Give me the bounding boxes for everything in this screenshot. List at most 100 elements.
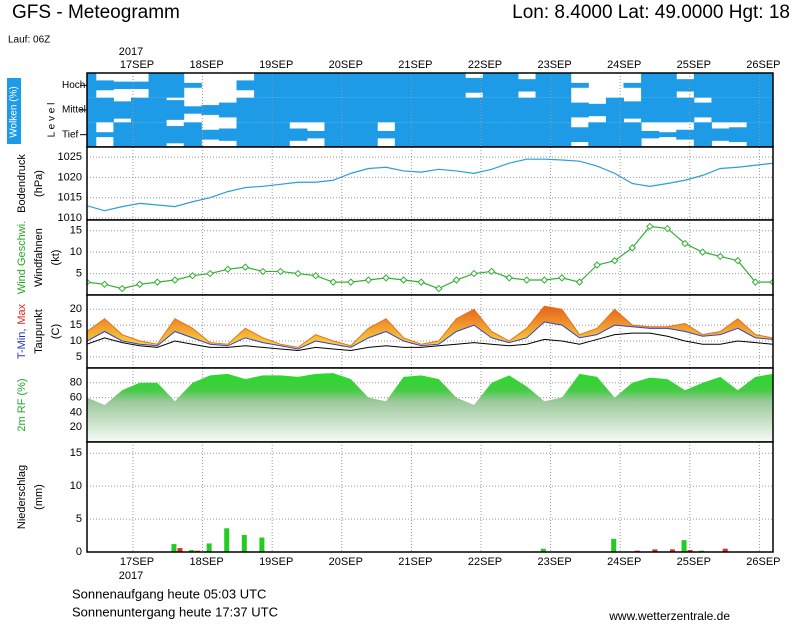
plot <box>87 147 773 220</box>
cloud-cell <box>588 122 607 147</box>
rh-area <box>87 373 773 442</box>
cloud-cell <box>465 77 484 93</box>
marker <box>716 252 724 261</box>
x-tick-label-top: 17SEP <box>120 59 154 71</box>
cloud-cell <box>729 127 748 143</box>
marker <box>399 276 408 284</box>
sunrise: Sonnenaufgang heute 05:03 UTC <box>72 586 266 601</box>
x-tick-label-bottom: 25SEP <box>677 556 711 568</box>
cloud-cell <box>342 97 361 123</box>
series-line <box>87 158 773 212</box>
marker <box>558 274 566 282</box>
ylabel: Wolken (%) <box>9 86 20 138</box>
y-tick-label: 1010 <box>58 212 82 224</box>
cloud-cell <box>271 97 290 123</box>
ylabel-part: Wind Geschwi. <box>16 221 28 294</box>
cloud-cell <box>430 97 449 123</box>
marker <box>470 269 478 278</box>
marker <box>610 257 619 265</box>
y-tick-label: 10 <box>70 480 82 492</box>
x-tick-label-top: 26SEP <box>746 59 780 71</box>
cloud-cell <box>588 103 607 117</box>
cloud-cell <box>359 97 378 123</box>
marker <box>224 265 232 273</box>
series-line <box>87 321 773 350</box>
marker <box>188 272 197 280</box>
cloud-cell <box>676 97 695 123</box>
cloud-cell <box>148 73 167 98</box>
cloud-cell <box>553 73 572 98</box>
cloud-cell <box>236 97 255 123</box>
marker <box>698 248 707 256</box>
cloud-cell <box>570 127 589 143</box>
cloud-cell <box>693 102 712 118</box>
ylabel: (mm) <box>33 484 45 510</box>
cloud-cell <box>377 130 396 139</box>
cloud-cell <box>324 73 343 98</box>
ylabel-part: Taupunkt <box>33 309 45 354</box>
x-tick-label-bottom: 23SEP <box>537 556 571 568</box>
plot <box>87 442 773 552</box>
y-tick-label: 15 <box>70 319 82 331</box>
title: GFS - Meteogramm <box>12 2 180 23</box>
year-top: 2017 <box>119 46 143 58</box>
cloud-cell <box>465 122 484 147</box>
cloud-cell <box>605 97 624 123</box>
panel-bg <box>87 220 773 295</box>
marker <box>663 224 672 233</box>
cloud-cell <box>412 73 431 98</box>
year-bottom: 2017 <box>119 570 143 582</box>
cloud-cell <box>254 122 273 147</box>
cloud-cell <box>412 122 431 147</box>
cloud-cell <box>623 101 642 119</box>
cloud-cell <box>711 73 730 98</box>
cloud-cell <box>306 130 325 139</box>
sunset: Sonnenuntergang heute 17:37 UTC <box>72 604 278 619</box>
cloud-cell <box>623 82 642 88</box>
cloud-cell <box>605 122 624 147</box>
cloud-cell <box>324 122 343 147</box>
marker <box>329 278 337 286</box>
plot <box>87 295 773 368</box>
ylabel-part: T-Min, <box>16 329 28 360</box>
y-tick-label: 60 <box>70 392 82 404</box>
cloud-cell <box>166 100 185 120</box>
x-tick-label-top: 22SEP <box>468 59 502 71</box>
cloud-cell <box>218 128 238 141</box>
x-tick-label-top: 25SEP <box>677 59 711 71</box>
precip-bar <box>669 549 675 552</box>
marker <box>751 278 760 286</box>
y-tick-label: 40 <box>70 406 82 418</box>
marker <box>364 276 373 284</box>
ylabel-part: Windfahnen <box>33 228 45 287</box>
marker <box>593 261 601 269</box>
precip-bar <box>681 540 687 552</box>
precip-bar <box>241 534 247 552</box>
cloud-cell <box>658 132 677 138</box>
marker <box>681 239 689 248</box>
cloud-cell <box>447 97 466 123</box>
cloud-cell <box>430 73 449 98</box>
cloud-cell <box>517 79 537 92</box>
x-tick-label-bottom: 24SEP <box>607 556 641 568</box>
panel-bg <box>87 442 773 552</box>
y-tick-label: 1020 <box>58 171 82 183</box>
cloud-cell <box>658 73 677 98</box>
cloud-cell <box>236 80 255 91</box>
cloud-cell <box>148 122 167 147</box>
cloud-cell <box>218 102 238 118</box>
marker <box>153 278 162 286</box>
panel-frame <box>86 441 774 553</box>
cloud-cell <box>377 73 396 98</box>
ylabel-box <box>7 78 21 144</box>
x-tick-label-top: 24SEP <box>607 59 641 71</box>
precip-bar <box>540 548 546 552</box>
cloud-cell <box>711 128 730 141</box>
marker <box>136 280 144 288</box>
marker <box>435 284 443 293</box>
ylabel-part: (hPa) <box>33 170 45 197</box>
x-tick-label-bottom: 17SEP <box>120 556 154 568</box>
ylabel: Niederschlag <box>16 465 28 529</box>
precip-bar <box>171 544 177 552</box>
